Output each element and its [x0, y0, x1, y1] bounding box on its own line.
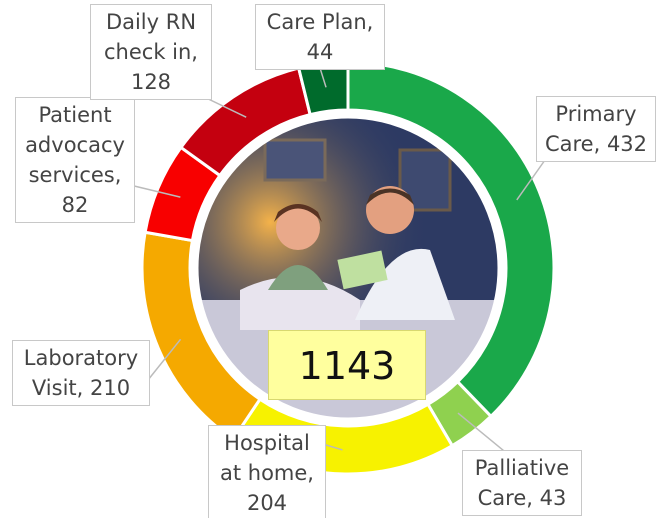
leader-line — [516, 159, 546, 201]
image-border — [193, 113, 503, 423]
leader-line — [319, 67, 327, 88]
leader-line — [147, 338, 182, 381]
data-label: Hospital at home, 204 — [208, 425, 326, 518]
data-label: Primary Care, 432 — [536, 96, 656, 162]
total-label: 1143 — [268, 330, 426, 400]
data-label: Palliative Care, 43 — [462, 450, 582, 516]
data-label: Laboratory Visit, 210 — [12, 340, 150, 406]
donut-segment — [346, 60, 556, 419]
leader-line — [129, 184, 181, 198]
data-label: Patient advocacy services, 82 — [15, 97, 135, 223]
data-label: Daily RN check in, 128 — [90, 4, 212, 100]
data-label: Care Plan, 44 — [255, 4, 385, 70]
